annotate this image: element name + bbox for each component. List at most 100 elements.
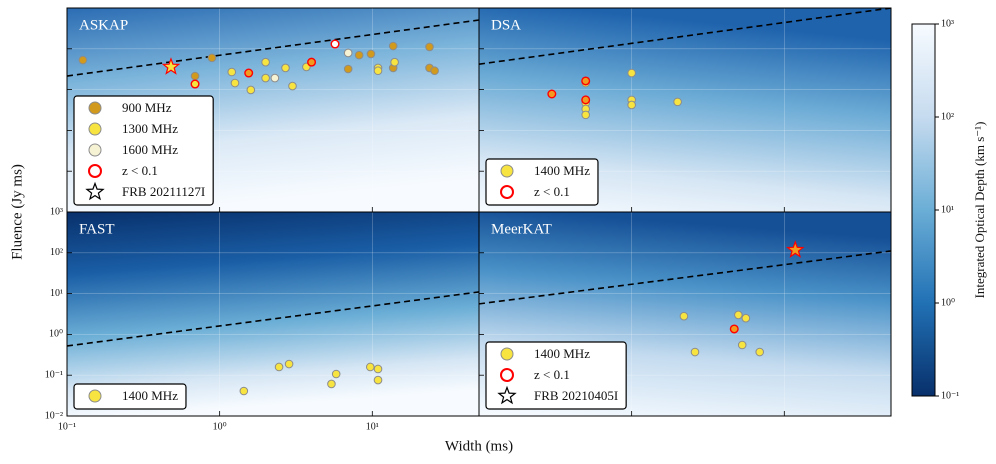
point <box>390 57 399 67</box>
point <box>690 347 700 357</box>
panel-title: DSA <box>491 17 521 33</box>
point <box>261 73 270 83</box>
legend-marker <box>85 181 105 201</box>
legend-marker <box>88 389 102 403</box>
legend-marker <box>500 347 514 361</box>
point <box>365 362 375 372</box>
x-tick-label: 10¹ <box>366 421 379 432</box>
legend-marker <box>88 101 102 115</box>
legend-marker <box>500 185 514 199</box>
plot-area <box>67 19 479 95</box>
panel: DSA 1400 MHz z < 0.1 <box>478 7 892 213</box>
point <box>430 66 439 76</box>
point <box>307 57 317 67</box>
point <box>679 311 689 321</box>
point <box>343 48 353 58</box>
point <box>366 49 376 59</box>
point <box>547 89 557 99</box>
point <box>737 340 747 350</box>
point <box>343 64 353 74</box>
legend-box <box>485 158 599 206</box>
point <box>331 369 341 379</box>
y-tick-label: 10⁻¹ <box>45 369 63 380</box>
legend: 1400 MHz z < 0.1 <box>485 158 599 206</box>
point <box>207 53 217 63</box>
legend-label: 1400 MHz <box>534 163 590 178</box>
panel-title: ASKAP <box>79 17 128 33</box>
point <box>581 76 591 86</box>
point <box>627 100 636 110</box>
legend-box <box>485 341 627 410</box>
point <box>288 81 297 91</box>
point <box>230 78 240 88</box>
point <box>78 55 88 65</box>
legend-label: 1600 MHz <box>122 142 178 157</box>
legend-marker <box>500 368 514 382</box>
legend-marker <box>88 164 102 178</box>
point <box>261 57 270 67</box>
legend-marker <box>500 164 514 178</box>
legend-label: FRB 20211127I <box>122 184 205 199</box>
point <box>281 63 290 73</box>
point <box>373 364 383 374</box>
point <box>627 68 636 78</box>
point <box>274 362 284 372</box>
star-point <box>786 240 805 258</box>
colorbar-tick-label: 10⁰ <box>941 297 955 308</box>
colorbar-label: Integrated Optical Depth (km s⁻¹) <box>972 122 987 299</box>
point <box>425 42 434 52</box>
panel: ASKAP 900 MHz 1300 MHz 1600 MHz z < 0.1 FRB 2… <box>66 7 480 213</box>
y-tick-label: 10⁻² <box>45 410 63 421</box>
colorbar-tick-label: 10⁻¹ <box>941 390 959 401</box>
y-tick-label: 10³ <box>50 206 63 217</box>
x-tick-label: 10⁻¹ <box>58 421 76 432</box>
panel-background <box>67 212 479 416</box>
colorbar <box>911 23 936 397</box>
legend-label: 1400 MHz <box>122 388 178 403</box>
legend-label: FRB 20210405I <box>534 388 618 403</box>
point <box>729 324 739 334</box>
point <box>327 379 336 389</box>
colorbar-tick-label: 10³ <box>941 18 954 29</box>
point <box>734 310 743 320</box>
legend-label: z < 0.1 <box>534 184 570 199</box>
point <box>755 347 765 357</box>
point <box>373 375 383 385</box>
colorbar-tick-label: 10¹ <box>941 204 954 215</box>
legend-marker <box>88 143 102 157</box>
point <box>284 359 294 369</box>
legend-marker <box>88 122 102 136</box>
point <box>244 68 254 78</box>
legend: 1400 MHz <box>73 383 187 410</box>
point <box>373 66 383 76</box>
legend-label: 1300 MHz <box>122 121 178 136</box>
legend: 900 MHz 1300 MHz 1600 MHz z < 0.1 FRB 202111… <box>73 95 214 206</box>
plot-area <box>479 8 891 120</box>
x-tick-label: 10⁰ <box>213 421 227 432</box>
legend-box <box>73 95 214 206</box>
colorbar-tick-label: 10² <box>941 111 954 122</box>
y-tick-label: 10⁰ <box>49 329 63 340</box>
x-axis-label: Width (ms) <box>445 438 513 454</box>
legend-label: 1400 MHz <box>534 346 590 361</box>
point <box>741 313 751 323</box>
y-axis-label: Fluence (Jy ms) <box>9 164 25 260</box>
y-tick-label: 10¹ <box>50 288 63 299</box>
point <box>239 386 249 396</box>
star-point <box>161 57 181 75</box>
panel-frame <box>478 211 892 417</box>
point <box>388 41 398 51</box>
point <box>190 79 200 89</box>
point <box>270 73 280 83</box>
point <box>227 67 237 77</box>
panel-title: FAST <box>79 221 115 237</box>
point <box>190 71 200 81</box>
legend-box <box>73 383 187 410</box>
legend-label: 900 MHz <box>122 100 172 115</box>
legend: 1400 MHz z < 0.1 FRB 20210405I <box>485 341 627 410</box>
y-tick-label: 10² <box>50 247 63 258</box>
point <box>581 110 590 120</box>
point <box>581 95 591 105</box>
